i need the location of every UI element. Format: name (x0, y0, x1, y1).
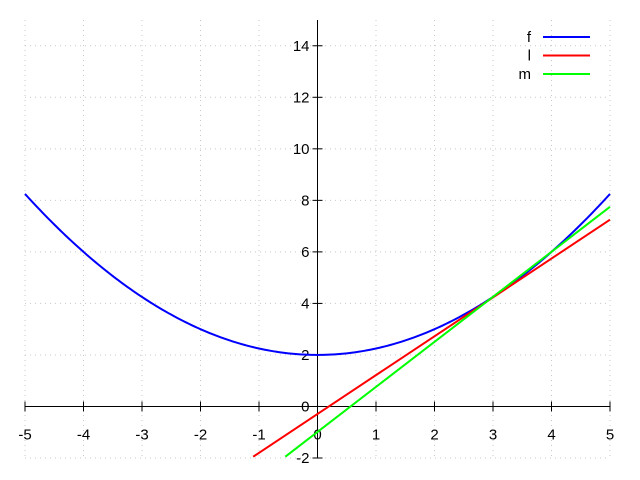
x-tick-label: -4 (77, 426, 90, 443)
x-tick-label: 3 (489, 426, 497, 443)
x-tick-label: -3 (135, 426, 148, 443)
x-tick-label: 5 (606, 426, 614, 443)
y-tick-label: 10 (293, 141, 310, 158)
legend-label-f: f (527, 29, 532, 46)
y-tick-label: 4 (301, 295, 309, 312)
legend: flm (519, 29, 590, 83)
series-line-l (252, 218, 611, 458)
y-tick-label: 6 (301, 244, 309, 261)
y-tick-label: 12 (293, 89, 310, 106)
x-tick-label: -1 (252, 426, 265, 443)
y-tick-label: 8 (301, 192, 309, 209)
x-tick-label: 0 (313, 426, 321, 443)
y-tick-label: 0 (301, 398, 309, 415)
series-line-m (284, 205, 611, 458)
legend-label-l: l (528, 48, 531, 65)
x-tick-label: -2 (194, 426, 207, 443)
y-tick-label: -2 (296, 450, 309, 467)
legend-label-m: m (519, 66, 532, 83)
x-tick-label: -5 (18, 426, 31, 443)
x-tick-label: 4 (547, 426, 555, 443)
x-tick-label: 2 (430, 426, 438, 443)
y-tick-label: 14 (293, 38, 310, 55)
x-tick-label: 1 (372, 426, 380, 443)
series-lines (24, 193, 611, 458)
